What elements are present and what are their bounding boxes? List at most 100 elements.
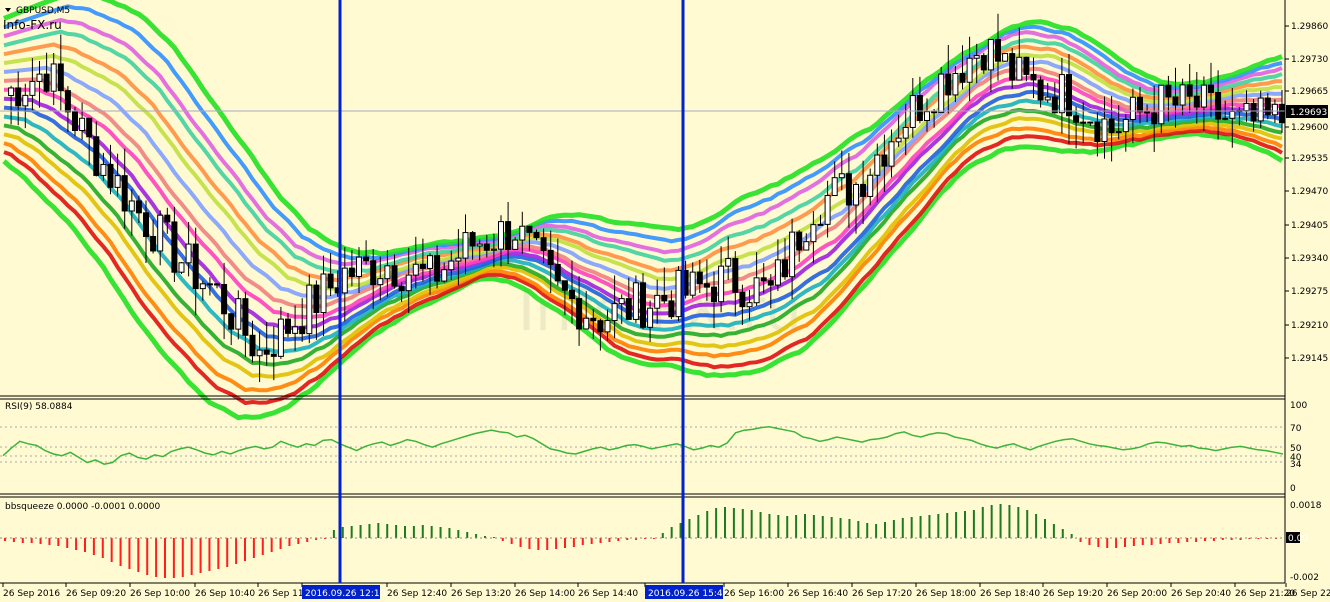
candle[interactable] [696, 259, 703, 294]
candle[interactable] [36, 60, 43, 108]
candle[interactable] [29, 58, 36, 111]
candle[interactable] [583, 291, 590, 330]
candle[interactable] [1172, 67, 1179, 128]
candle[interactable] [86, 117, 93, 166]
candle[interactable] [100, 152, 107, 181]
candle[interactable] [1144, 104, 1151, 123]
candle[interactable] [853, 181, 859, 234]
candle[interactable] [1193, 71, 1200, 124]
candle[interactable] [1023, 56, 1030, 82]
candle[interactable] [57, 34, 64, 111]
candle[interactable] [79, 102, 86, 140]
candle[interactable] [348, 250, 355, 287]
candle[interactable] [150, 219, 157, 254]
candle[interactable] [469, 231, 476, 260]
candle[interactable] [561, 280, 568, 316]
candle[interactable] [313, 280, 320, 340]
candle[interactable] [739, 284, 746, 325]
candle[interactable] [320, 255, 327, 337]
candle[interactable] [405, 247, 412, 314]
candle[interactable] [519, 211, 526, 254]
candle[interactable] [711, 271, 717, 329]
candle[interactable] [838, 150, 845, 191]
candle[interactable] [498, 215, 504, 267]
candle[interactable] [512, 237, 519, 250]
candle[interactable] [1066, 53, 1072, 144]
candle[interactable] [221, 262, 228, 340]
candle[interactable] [987, 39, 994, 93]
candle[interactable] [902, 103, 909, 156]
candle[interactable] [547, 230, 554, 293]
candle[interactable] [1158, 84, 1165, 134]
candle[interactable] [391, 254, 398, 289]
candle[interactable] [107, 144, 114, 195]
candle[interactable] [1016, 27, 1023, 81]
candle[interactable] [263, 321, 270, 366]
candle[interactable] [490, 233, 497, 268]
candle[interactable] [916, 76, 923, 124]
candle[interactable] [356, 247, 362, 293]
candle[interactable] [1030, 57, 1037, 99]
candle[interactable] [895, 114, 902, 147]
candle[interactable] [206, 277, 213, 296]
candle[interactable] [1094, 112, 1101, 157]
candle[interactable] [661, 267, 668, 304]
candle[interactable] [526, 225, 533, 251]
candle[interactable] [143, 200, 149, 264]
candle[interactable] [1222, 100, 1229, 121]
candle[interactable] [249, 320, 256, 363]
candle[interactable] [214, 282, 220, 289]
candle[interactable] [22, 83, 29, 129]
candle[interactable] [789, 218, 796, 300]
candle[interactable] [753, 252, 760, 306]
candle[interactable] [540, 228, 547, 264]
candle[interactable] [1137, 87, 1143, 124]
candle[interactable] [476, 239, 483, 261]
candle[interactable] [1002, 53, 1009, 62]
candle[interactable] [1108, 96, 1115, 162]
candle[interactable] [377, 256, 384, 301]
candle[interactable] [1051, 82, 1058, 114]
candle[interactable] [157, 210, 164, 266]
candle[interactable] [803, 233, 810, 251]
candle[interactable] [363, 240, 370, 265]
candle[interactable] [199, 280, 206, 301]
candle[interactable] [1080, 102, 1087, 144]
candle[interactable] [228, 312, 235, 346]
candle[interactable] [8, 85, 15, 125]
candle[interactable] [1058, 57, 1065, 134]
candle[interactable] [441, 262, 448, 283]
candle[interactable] [874, 143, 881, 203]
candle[interactable] [242, 291, 249, 358]
candle[interactable] [1200, 76, 1207, 132]
candle[interactable] [1186, 63, 1193, 113]
candle[interactable] [135, 195, 142, 224]
candle[interactable] [1208, 62, 1214, 118]
candle[interactable] [1087, 121, 1094, 127]
candle[interactable] [1264, 93, 1271, 120]
candle[interactable] [632, 275, 639, 324]
candle[interactable] [611, 275, 618, 339]
candle[interactable] [427, 253, 433, 295]
candle[interactable] [256, 331, 263, 383]
candle[interactable] [384, 250, 391, 297]
candle[interactable] [817, 214, 824, 226]
candle[interactable] [1151, 85, 1158, 152]
candle[interactable] [455, 229, 462, 286]
candle[interactable] [640, 273, 646, 330]
candle[interactable] [569, 260, 575, 324]
candle[interactable] [760, 263, 767, 294]
candle[interactable] [732, 251, 739, 316]
candle[interactable] [604, 309, 611, 341]
candle[interactable] [292, 305, 299, 351]
candle[interactable] [533, 229, 540, 241]
candle[interactable] [483, 234, 490, 258]
candle[interactable] [845, 152, 852, 228]
candle[interactable] [945, 45, 952, 114]
candle[interactable] [881, 134, 888, 192]
candle[interactable] [767, 274, 774, 309]
candle[interactable] [810, 211, 817, 264]
candle[interactable] [966, 36, 973, 102]
candle[interactable] [1165, 75, 1172, 122]
